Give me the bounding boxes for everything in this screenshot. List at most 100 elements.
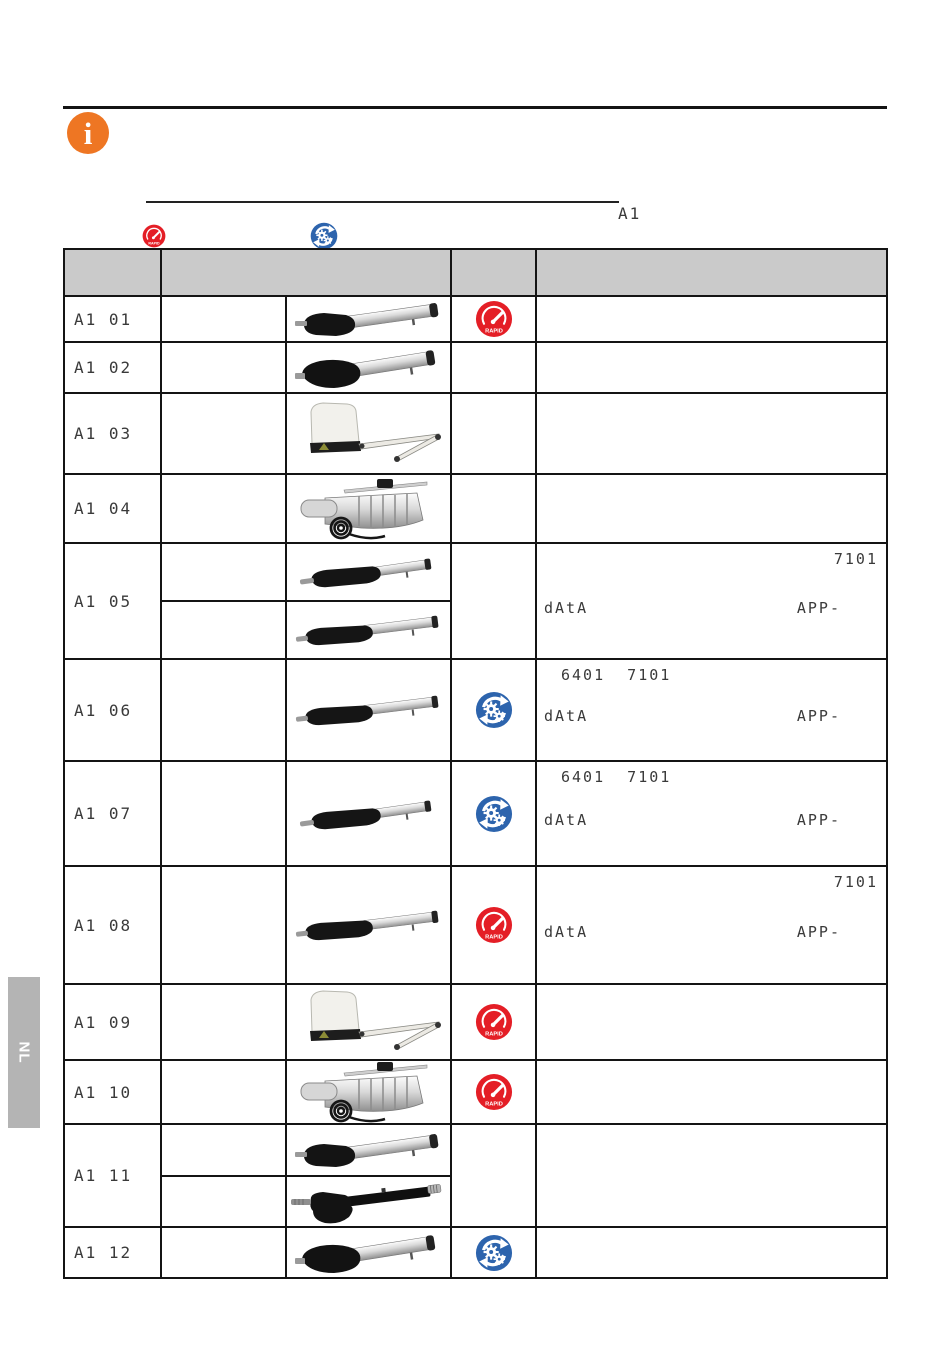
product-strip xyxy=(162,762,450,865)
product-strip xyxy=(162,297,450,341)
product-cell xyxy=(162,1228,452,1277)
rapid-icon: RAPID xyxy=(452,1061,537,1123)
product-strip xyxy=(162,985,450,1059)
product-cell xyxy=(162,985,452,1059)
empty-cell xyxy=(162,1228,287,1277)
header-cell-code xyxy=(65,250,162,295)
product-code: A1 08 xyxy=(74,915,133,935)
product-code-cell: A1 06 xyxy=(65,660,162,760)
notes-cell xyxy=(537,475,886,542)
product-strip xyxy=(162,1228,450,1277)
empty-cell xyxy=(162,1125,287,1175)
product-code-cell: A1 10 xyxy=(65,1061,162,1123)
display-code-right: APP- xyxy=(796,922,841,941)
notes-cell xyxy=(537,1228,886,1277)
product-strip xyxy=(162,475,450,542)
empty-cell xyxy=(162,660,287,760)
product-code-cell: A1 08 xyxy=(65,867,162,983)
product-strip xyxy=(162,660,450,760)
articulated-arm-motor-image xyxy=(287,985,450,1059)
product-code: A1 01 xyxy=(74,309,133,329)
empty-cell xyxy=(162,343,287,392)
product-strip xyxy=(162,343,450,392)
table-row: A1 08 RAPID 7101 dAtA APP- xyxy=(65,865,886,983)
empty-cell xyxy=(162,394,287,473)
sync-gears-icon xyxy=(475,1234,513,1272)
product-strip xyxy=(162,394,450,473)
product-cell xyxy=(162,343,452,392)
display-code-left: dAtA xyxy=(544,707,589,725)
product-code: A1 10 xyxy=(74,1082,133,1102)
notes-cell: 7101 dAtA APP- xyxy=(537,544,886,658)
product-code-cell: A1 07 xyxy=(65,762,162,865)
notes-cell xyxy=(537,985,886,1059)
empty-cell xyxy=(162,475,287,542)
product-code-cell: A1 01 xyxy=(65,297,162,341)
linear-actuator-large-head-image xyxy=(287,343,450,392)
slim-actuator-long-image xyxy=(287,602,450,658)
linear-actuator-small-head-image xyxy=(287,297,450,341)
svg-text:RAPID: RAPID xyxy=(485,934,503,940)
product-cell xyxy=(162,394,452,473)
slim-actuator-short-image xyxy=(287,544,450,600)
product-strip xyxy=(162,600,450,658)
rapid-icon: RAPID xyxy=(475,1003,513,1041)
product-cell xyxy=(162,475,452,542)
table-row: A1 02 xyxy=(65,341,886,392)
product-table: A1 01 RAPID A1 02 A1 03 A1 04 A1 05 7101 dAtA AP… xyxy=(63,248,888,1279)
header-cell-icon xyxy=(452,250,537,295)
rapid-icon: RAPID xyxy=(475,300,513,338)
title-underline xyxy=(146,201,619,203)
product-code: A1 04 xyxy=(74,499,133,518)
product-cell xyxy=(162,1125,452,1226)
slim-actuator-long-image xyxy=(287,867,450,983)
notes-cell xyxy=(537,297,886,341)
table-row: A1 10 RAPID xyxy=(65,1059,886,1123)
empty-cell xyxy=(162,602,287,658)
icon-cell-empty xyxy=(452,343,537,392)
display-code-line: dAtA APP- xyxy=(537,599,886,617)
info-icon: i xyxy=(67,112,109,154)
sync-gears-icon xyxy=(452,660,537,760)
icon-cell-empty xyxy=(452,475,537,542)
notes-cell xyxy=(537,343,886,392)
display-code-right: APP- xyxy=(796,810,841,829)
product-code: A1 06 xyxy=(74,700,133,720)
display-code-left: dAtA xyxy=(544,922,589,941)
display-code-line: dAtA APP- xyxy=(537,707,886,725)
icon-cell-empty xyxy=(452,394,537,473)
table-row: A1 06 6401 7101 dAtA APP- xyxy=(65,658,886,760)
table-row: A1 01 RAPID xyxy=(65,295,886,341)
empty-cell xyxy=(162,985,287,1059)
product-code-cell: A1 03 xyxy=(65,394,162,473)
notes-cell xyxy=(537,394,886,473)
model-code: A1 xyxy=(618,204,642,223)
info-icon-glyph: i xyxy=(83,115,93,151)
product-code: A1 11 xyxy=(74,1166,133,1185)
language-tab-nl: NL xyxy=(8,977,40,1128)
product-code-cell: A1 09 xyxy=(65,985,162,1059)
rapid-icon: RAPID xyxy=(475,1073,513,1111)
display-code-top: 7101 xyxy=(833,873,878,891)
product-strip xyxy=(162,1061,450,1123)
notes-cell xyxy=(537,1061,886,1123)
linear-actuator-small-head-image xyxy=(287,1125,450,1175)
display-code-right: APP- xyxy=(796,598,841,617)
notes-cell: 6401 7101 dAtA APP- xyxy=(537,660,886,760)
svg-text:RAPID: RAPID xyxy=(485,1101,503,1107)
top-divider xyxy=(63,106,887,109)
empty-cell xyxy=(162,1061,287,1123)
table-header-row xyxy=(65,250,886,295)
product-cell xyxy=(162,544,452,658)
product-strip xyxy=(162,1174,450,1227)
notes-cell: 7101 dAtA APP- xyxy=(537,867,886,983)
sync-gears-icon xyxy=(310,222,338,250)
product-code: A1 09 xyxy=(74,1012,133,1032)
product-cell xyxy=(162,297,452,341)
product-code-cell: A1 05 xyxy=(65,544,162,658)
svg-text:RAPID: RAPID xyxy=(148,241,160,245)
black-actuator-image xyxy=(287,1177,450,1227)
rapid-icon: RAPID xyxy=(452,297,537,341)
svg-text:RAPID: RAPID xyxy=(485,1031,503,1037)
